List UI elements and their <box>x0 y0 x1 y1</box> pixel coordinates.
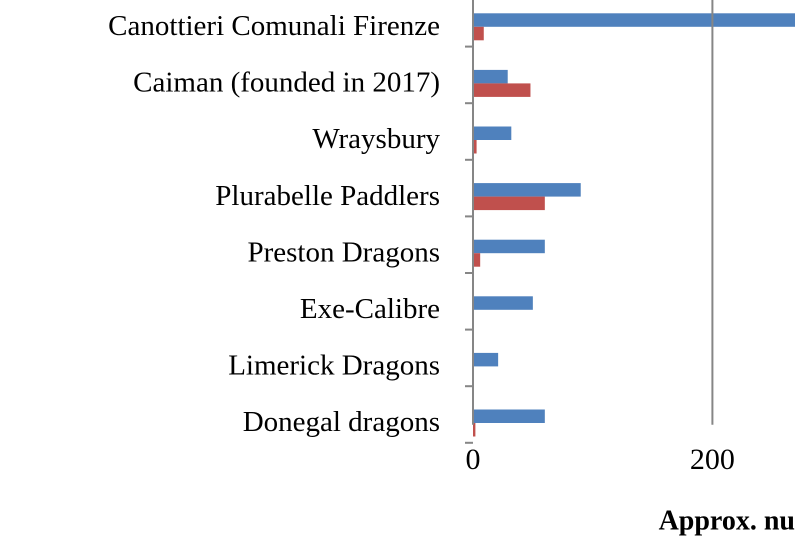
bar <box>473 409 545 423</box>
y-tick-label: Limerick Dragons <box>228 350 440 382</box>
bar <box>473 253 481 267</box>
x-tick-label: 0 <box>466 443 481 476</box>
bar <box>473 26 484 41</box>
bar <box>473 296 533 310</box>
bar <box>473 196 545 211</box>
x-axis-title: Approx. nu <box>659 505 795 536</box>
bar <box>473 126 512 140</box>
bar <box>473 69 508 84</box>
bar <box>473 83 531 97</box>
bar <box>473 13 795 27</box>
bar <box>473 352 499 367</box>
y-tick-label: Caiman (founded in 2017) <box>133 67 440 99</box>
bar <box>473 183 581 197</box>
y-tick-label: Preston Dragons <box>247 236 440 268</box>
x-tick-label: 200 <box>690 443 735 476</box>
bar <box>473 140 477 154</box>
y-tick-label: Canottieri Comunali Firenze <box>108 10 440 42</box>
bar <box>473 239 545 254</box>
plot-area <box>473 13 795 437</box>
bar <box>473 423 476 437</box>
y-tick-label: Plurabelle Paddlers <box>215 180 440 212</box>
y-tick-label: Wraysbury <box>312 123 440 155</box>
y-tick-label: Exe-Calibre <box>300 293 440 325</box>
y-tick-label: Donegal dragons <box>243 406 440 438</box>
